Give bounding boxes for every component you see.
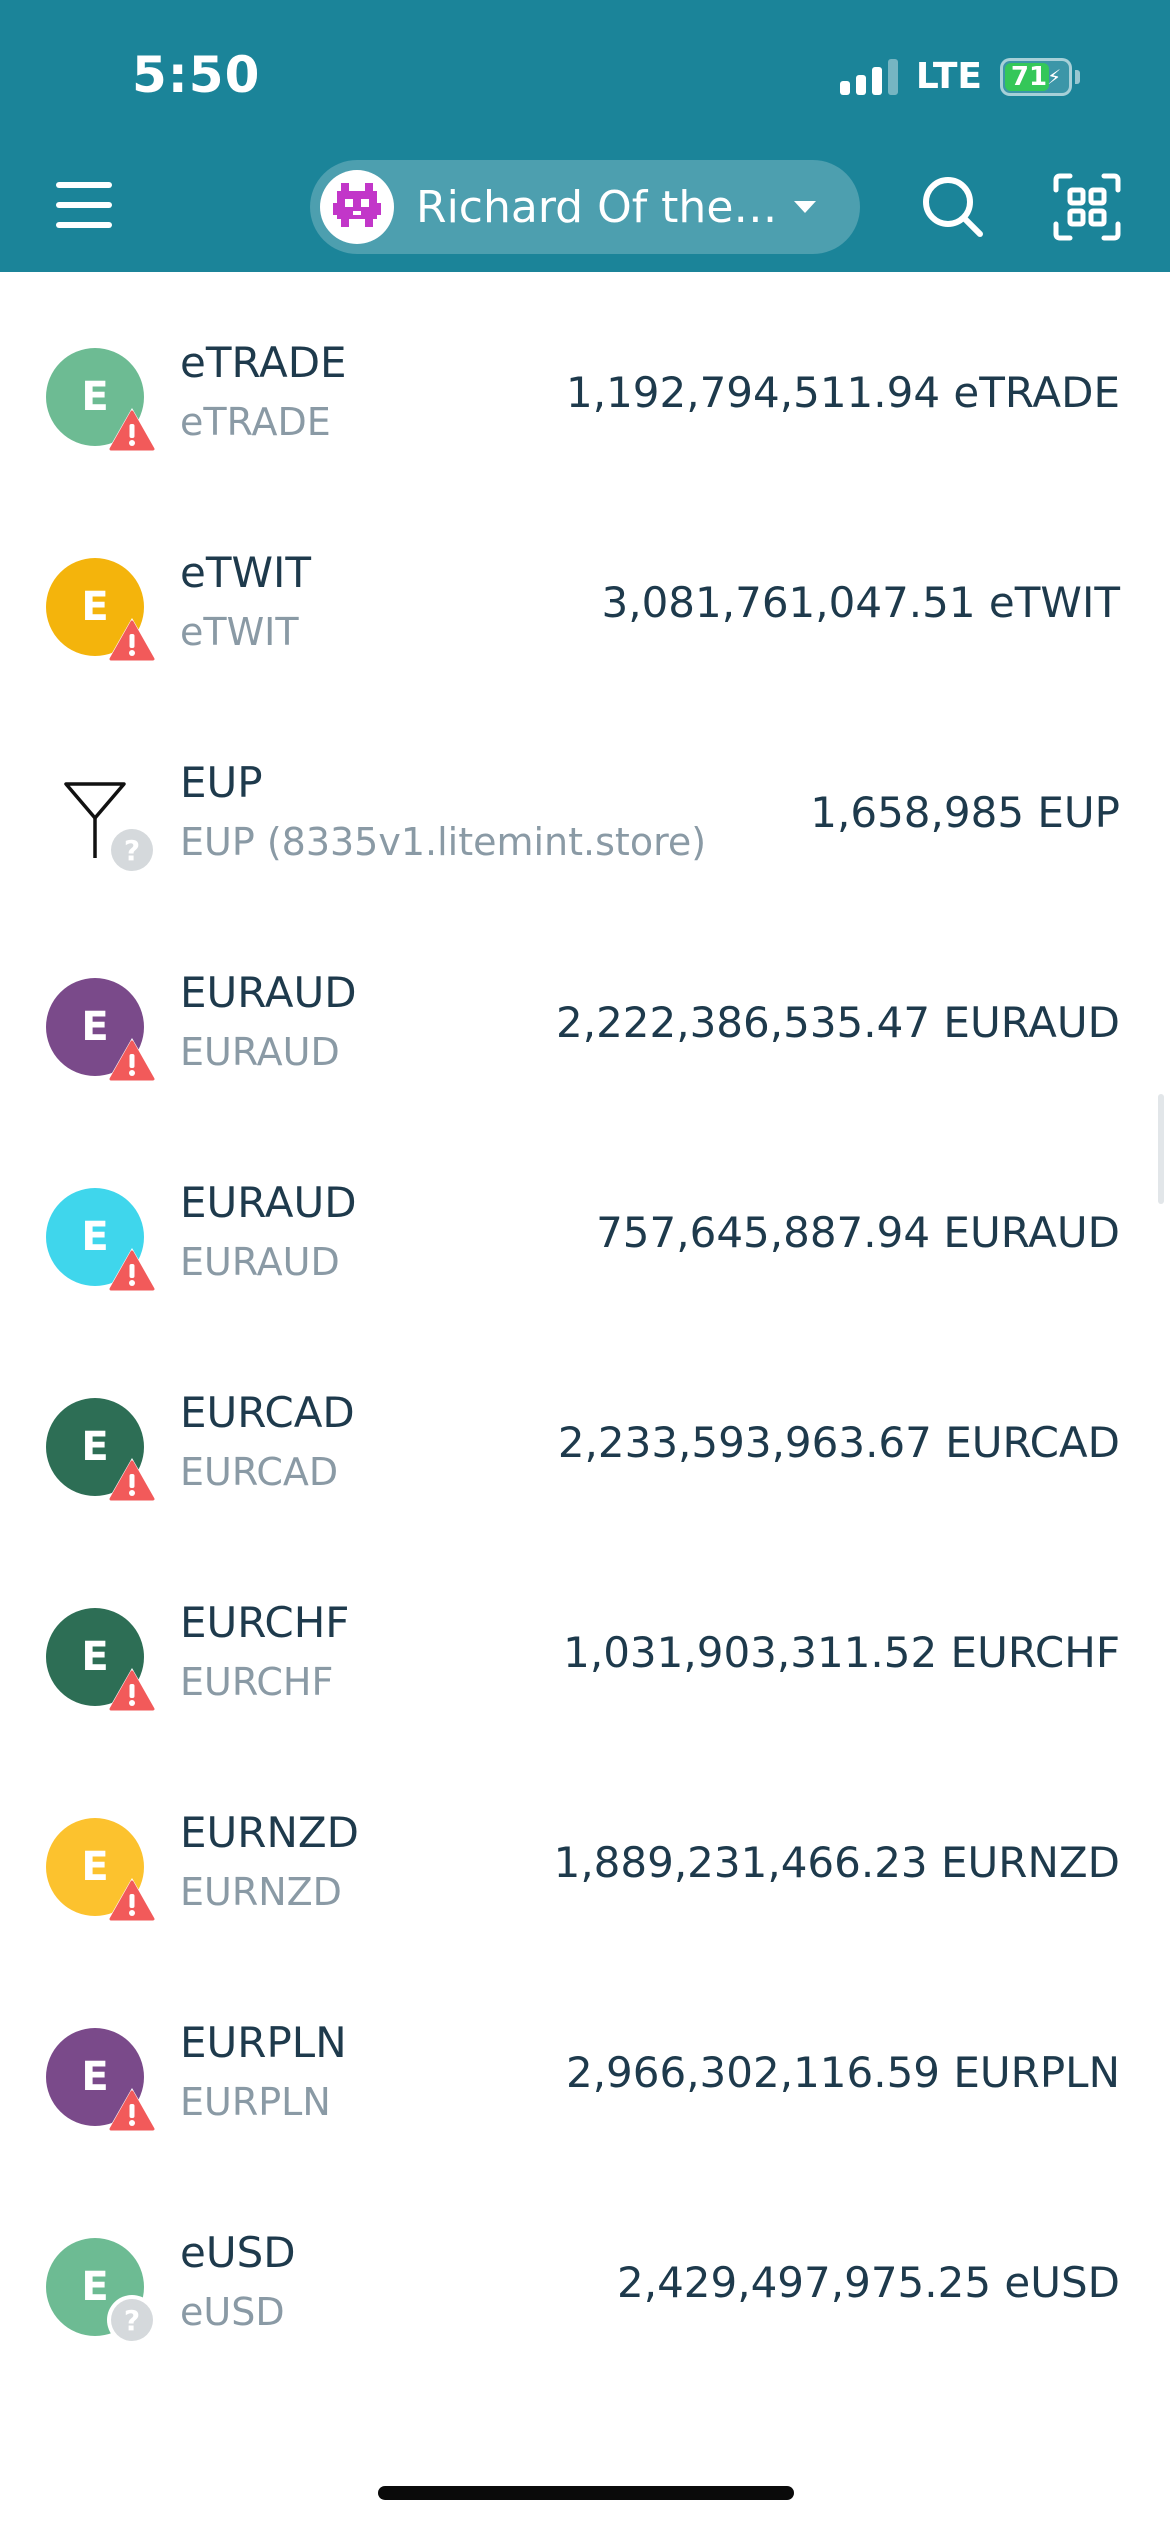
search-icon[interactable] [918,172,988,242]
asset-balance: 1,031,903,311.52 EURCHF [563,1628,1120,1677]
scrollbar[interactable] [1158,1094,1164,1204]
asset-name: EURCAD [180,1388,355,1437]
warning-icon [104,1242,160,1298]
asset-list: E eTRADE eTRADE 1,192,794,511.94 eTRADE … [0,272,1170,2372]
asset-name: eTRADE [180,338,347,387]
asset-row[interactable]: E EURAUD EURAUD 2,222,386,535.47 EURAUD [0,902,1170,1112]
signal-icon [839,58,898,95]
asset-balance: 1,889,231,466.23 EURNZD [553,1838,1120,1887]
asset-subtitle: EURAUD [180,1030,340,1074]
asset-row[interactable]: E EURCHF EURCHF 1,031,903,311.52 EURCHF [0,1532,1170,1742]
hamburger-menu-icon[interactable] [56,180,112,230]
chevron-down-icon [794,201,816,213]
warning-icon [104,612,160,668]
asset-icon-letter: E [81,2264,109,2310]
asset-name: EURAUD [180,1178,357,1227]
asset-icon-letter: E [81,1634,109,1680]
asset-balance: 1,658,985 EUP [810,788,1120,837]
asset-icon-letter: E [81,1844,109,1890]
asset-icon-letter: E [81,1004,109,1050]
asset-icon-letter: E [81,374,109,420]
asset-subtitle: EURAUD [180,1240,340,1284]
asset-subtitle: eUSD [180,2290,285,2334]
asset-row[interactable]: E EURCAD EURCAD 2,233,593,963.67 EURCAD [0,1322,1170,1532]
asset-icon-letter: E [81,584,109,630]
home-indicator[interactable] [378,2486,794,2500]
asset-row[interactable]: E eTRADE eTRADE 1,192,794,511.94 eTRADE [0,272,1170,482]
asset-icon: E [46,1608,144,1706]
asset-row[interactable]: E EURNZD EURNZD 1,889,231,466.23 EURNZD [0,1742,1170,1952]
asset-icon: E [46,1818,144,1916]
asset-subtitle: eTWIT [180,610,299,654]
asset-name: EURCHF [180,1598,350,1647]
asset-name: eTWIT [180,548,312,597]
asset-balance: 2,966,302,116.59 EURPLN [565,2048,1120,2097]
asset-balance: 2,233,593,963.67 EURCAD [557,1418,1120,1467]
asset-row[interactable]: E ? eUSD eUSD 2,429,497,975.25 eUSD [0,2162,1170,2372]
asset-row[interactable]: E EURPLN EURPLN 2,966,302,116.59 EURPLN [0,1952,1170,2162]
asset-subtitle: EURCHF [180,1660,334,1704]
asset-subtitle: EUP (8335v1.litemint.store) [180,820,707,864]
y-shape-logo [46,768,144,866]
asset-row[interactable]: ? EUP EUP (8335v1.litemint.store) 1,658,… [0,692,1170,902]
asset-icon-letter: E [81,1214,109,1260]
warning-icon [104,2082,160,2138]
qr-scan-icon[interactable] [1052,172,1122,242]
battery-level: 71 ⚡ [1010,61,1062,92]
asset-name: EUP [180,758,263,807]
avatar [320,170,394,244]
pixel-monster-icon [333,183,381,227]
warning-icon [104,1032,160,1088]
svg-text:?: ? [124,2304,140,2337]
asset-icon: E [46,348,144,446]
asset-balance: 757,645,887.94 EURAUD [596,1208,1120,1257]
status-time: 5:50 [132,46,261,104]
asset-balance: 3,081,761,047.51 eTWIT [601,578,1120,627]
asset-subtitle: EURCAD [180,1450,339,1494]
asset-balance: 2,429,497,975.25 eUSD [617,2258,1120,2307]
status-icons: LTE 71 ⚡ [839,56,1080,97]
asset-name: EURAUD [180,968,357,1017]
svg-text:?: ? [124,834,140,867]
asset-name: EURNZD [180,1808,359,1857]
question-mark-icon: ? [104,822,160,878]
asset-row[interactable]: E eTWIT eTWIT 3,081,761,047.51 eTWIT [0,482,1170,692]
account-switcher[interactable]: Richard Of the… [310,160,860,254]
asset-balance: 1,192,794,511.94 eTRADE [566,368,1120,417]
warning-icon [104,1662,160,1718]
warning-icon [104,402,160,458]
asset-name: eUSD [180,2228,296,2277]
asset-name: EURPLN [180,2018,347,2067]
warning-icon [104,1872,160,1928]
asset-subtitle: eTRADE [180,400,331,444]
asset-icon-letter: E [81,1424,109,1470]
warning-icon [104,1452,160,1508]
asset-row[interactable]: E EURAUD EURAUD 757,645,887.94 EURAUD [0,1112,1170,1322]
network-label: LTE [915,56,982,97]
app-header: 5:50 LTE 71 ⚡ [0,0,1170,272]
asset-subtitle: EURNZD [180,1870,342,1914]
question-mark-icon: ? [104,2292,160,2348]
account-name: Richard Of the… [416,181,778,233]
asset-subtitle: EURPLN [180,2080,331,2124]
asset-balance: 2,222,386,535.47 EURAUD [556,998,1120,1047]
asset-icon-letter: E [81,2054,109,2100]
battery-icon: 71 ⚡ [1000,57,1080,96]
